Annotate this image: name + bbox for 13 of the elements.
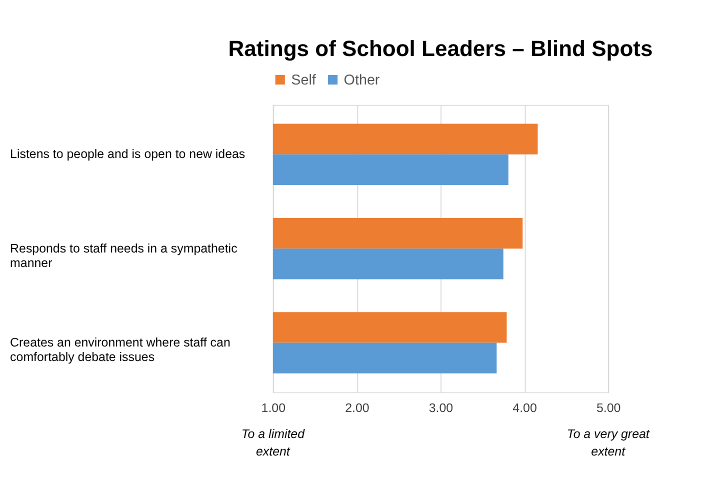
x-tick-label: 3.00: [428, 400, 454, 415]
y-tick-label: Creates an environment where staff can comfortably debate issues: [10, 336, 230, 364]
y-tick-label: Listens to people and is open to new ideas: [10, 147, 246, 162]
chart-title: Ratings of School Leaders – Blind Spots: [228, 36, 653, 62]
x-tick-label: 4.00: [512, 400, 537, 415]
text: To a limited extent: [241, 427, 306, 458]
legend-label: Self: [291, 72, 317, 89]
x-tick-label: 2.00: [345, 400, 370, 415]
legend-label: Other: [344, 72, 380, 89]
x-tick-label: 1.00: [261, 400, 286, 415]
text: To a very great extent: [566, 427, 650, 458]
x-tick-label: 5.00: [596, 400, 621, 415]
y-tick-label: Responds to staff needs in a sympathetic manner: [10, 241, 238, 270]
